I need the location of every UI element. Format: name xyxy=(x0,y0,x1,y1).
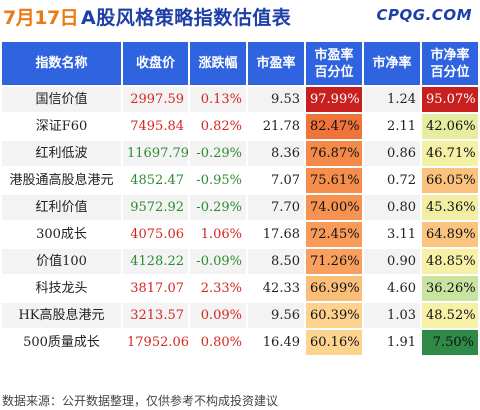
change-pct-cell: -0.09% xyxy=(190,249,246,274)
table-row[interactable]: 港股通高股息港元 4852.47 -0.95% 7.07 75.61% 0.72 66.05… xyxy=(2,168,478,193)
pe-percentile-cell: 76.87% xyxy=(306,141,362,166)
index-name-cell: 300成长 xyxy=(2,222,121,247)
pe-cell: 8.50 xyxy=(248,249,304,274)
table-row[interactable]: 国信价值 2997.59 0.13% 9.53 97.99% 1.24 95.07% xyxy=(2,87,478,112)
pe-percentile-cell: 71.26% xyxy=(306,249,362,274)
index-name-cell: 红利价值 xyxy=(2,195,121,220)
col-header-pb-percentile[interactable]: 市净率 百分位 xyxy=(422,42,478,85)
col-header-name[interactable]: 指数名称 xyxy=(2,42,121,85)
table-row[interactable]: 红利低波 11697.79 -0.29% 8.36 76.87% 0.86 46.71% xyxy=(2,141,478,166)
close-price-cell: 4075.06 xyxy=(123,222,188,247)
pb-percentile-cell: 64.89% xyxy=(422,222,478,247)
pe-cell: 7.70 xyxy=(248,195,304,220)
col-header-close[interactable]: 收盘价 xyxy=(123,42,188,85)
pe-percentile-cell: 60.39% xyxy=(306,303,362,328)
table-row[interactable]: 深证F60 7495.84 0.82% 21.78 82.47% 2.11 42.06% xyxy=(2,114,478,139)
index-name-cell: 科技龙头 xyxy=(2,276,121,301)
pb-cell: 4.60 xyxy=(364,276,420,301)
date-label: 7月17日 xyxy=(3,7,79,29)
col-header-pe[interactable]: 市盈率 xyxy=(248,42,304,85)
pb-percentile-cell: 95.07% xyxy=(422,87,478,112)
pb-pct-header-text: 市净率 百分位 xyxy=(430,47,470,80)
pe-percentile-cell: 82.47% xyxy=(306,114,362,139)
pb-percentile-cell: 48.85% xyxy=(422,249,478,274)
index-name-cell: 国信价值 xyxy=(2,87,121,112)
change-pct-cell: 0.09% xyxy=(190,303,246,328)
index-name-cell: 港股通高股息港元 xyxy=(2,168,121,193)
table-body: 国信价值 2997.59 0.13% 9.53 97.99% 1.24 95.07% 深证F6… xyxy=(2,87,478,355)
pb-percentile-cell: 7.50% xyxy=(422,330,478,355)
pb-cell: 3.11 xyxy=(364,222,420,247)
change-pct-cell: -0.29% xyxy=(190,141,246,166)
pe-cell: 21.78 xyxy=(248,114,304,139)
close-price-cell: 3817.07 xyxy=(123,276,188,301)
table-header-row: 指数名称 收盘价 涨跌幅 市盈率 市盈率 百分位 市净率 市净率 百分位 xyxy=(2,42,478,85)
pb-cell: 1.24 xyxy=(364,87,420,112)
table-row[interactable]: 价值100 4128.22 -0.09% 8.50 71.26% 0.90 48.85% xyxy=(2,249,478,274)
pe-percentile-cell: 66.99% xyxy=(306,276,362,301)
index-name-cell: HK高股息港元 xyxy=(2,303,121,328)
pb-cell: 0.72 xyxy=(364,168,420,193)
pe-percentile-cell: 97.99% xyxy=(306,87,362,112)
pb-cell: 0.80 xyxy=(364,195,420,220)
index-name-cell: 价值100 xyxy=(2,249,121,274)
change-pct-cell: 0.82% xyxy=(190,114,246,139)
change-pct-cell: 2.33% xyxy=(190,276,246,301)
close-price-cell: 9572.92 xyxy=(123,195,188,220)
pe-pct-header-text: 市盈率 百分位 xyxy=(314,47,354,80)
pe-cell: 9.53 xyxy=(248,87,304,112)
pe-percentile-cell: 75.61% xyxy=(306,168,362,193)
pb-percentile-cell: 45.36% xyxy=(422,195,478,220)
pe-cell: 9.56 xyxy=(248,303,304,328)
close-price-cell: 3213.57 xyxy=(123,303,188,328)
page-title: A股风格策略指数估值表 xyxy=(81,7,292,29)
pe-percentile-cell: 74.00% xyxy=(306,195,362,220)
pe-cell: 16.49 xyxy=(248,330,304,355)
table-row[interactable]: HK高股息港元 3213.57 0.09% 9.56 60.39% 1.03 48.52% xyxy=(2,303,478,328)
pb-percentile-cell: 36.26% xyxy=(422,276,478,301)
pb-cell: 0.90 xyxy=(364,249,420,274)
pe-cell: 17.68 xyxy=(248,222,304,247)
pb-cell: 1.91 xyxy=(364,330,420,355)
change-pct-cell: 0.13% xyxy=(190,87,246,112)
close-price-cell: 7495.84 xyxy=(123,114,188,139)
col-header-change[interactable]: 涨跌幅 xyxy=(190,42,246,85)
col-header-pb[interactable]: 市净率 xyxy=(364,42,420,85)
pe-cell: 42.33 xyxy=(248,276,304,301)
title-bar: 7月17日 A股风格策略指数估值表 CPQG.COM xyxy=(0,0,480,34)
pe-cell: 7.07 xyxy=(248,168,304,193)
table-row[interactable]: 500质量成长 17952.06 0.80% 16.49 60.16% 1.91 7.50% xyxy=(2,330,478,355)
change-pct-cell: -0.29% xyxy=(190,195,246,220)
footer-note: 数据来源：公开数据整理，仅供参考不构成投资建议 xyxy=(2,394,279,408)
pb-percentile-cell: 42.06% xyxy=(422,114,478,139)
pe-cell: 8.36 xyxy=(248,141,304,166)
col-header-pe-percentile[interactable]: 市盈率 百分位 xyxy=(306,42,362,85)
close-price-cell: 4852.47 xyxy=(123,168,188,193)
table-row[interactable]: 红利价值 9572.92 -0.29% 7.70 74.00% 0.80 45.36% xyxy=(2,195,478,220)
pe-percentile-cell: 60.16% xyxy=(306,330,362,355)
close-price-cell: 17952.06 xyxy=(123,330,188,355)
change-pct-cell: 1.06% xyxy=(190,222,246,247)
valuation-table: 指数名称 收盘价 涨跌幅 市盈率 市盈率 百分位 市净率 市净率 百分位 国信价值 2… xyxy=(0,40,480,357)
close-price-cell: 2997.59 xyxy=(123,87,188,112)
table-row[interactable]: 科技龙头 3817.07 2.33% 42.33 66.99% 4.60 36.26% xyxy=(2,276,478,301)
pe-percentile-cell: 72.45% xyxy=(306,222,362,247)
pb-cell: 0.86 xyxy=(364,141,420,166)
table-row[interactable]: 300成长 4075.06 1.06% 17.68 72.45% 3.11 64.89% xyxy=(2,222,478,247)
change-pct-cell: 0.80% xyxy=(190,330,246,355)
close-price-cell: 4128.22 xyxy=(123,249,188,274)
index-name-cell: 500质量成长 xyxy=(2,330,121,355)
index-name-cell: 深证F60 xyxy=(2,114,121,139)
close-price-cell: 11697.79 xyxy=(123,141,188,166)
pb-cell: 2.11 xyxy=(364,114,420,139)
pb-percentile-cell: 48.52% xyxy=(422,303,478,328)
pb-percentile-cell: 66.05% xyxy=(422,168,478,193)
site-logo[interactable]: CPQG.COM xyxy=(376,6,472,24)
change-pct-cell: -0.95% xyxy=(190,168,246,193)
pb-percentile-cell: 46.71% xyxy=(422,141,478,166)
pb-cell: 1.03 xyxy=(364,303,420,328)
index-name-cell: 红利低波 xyxy=(2,141,121,166)
